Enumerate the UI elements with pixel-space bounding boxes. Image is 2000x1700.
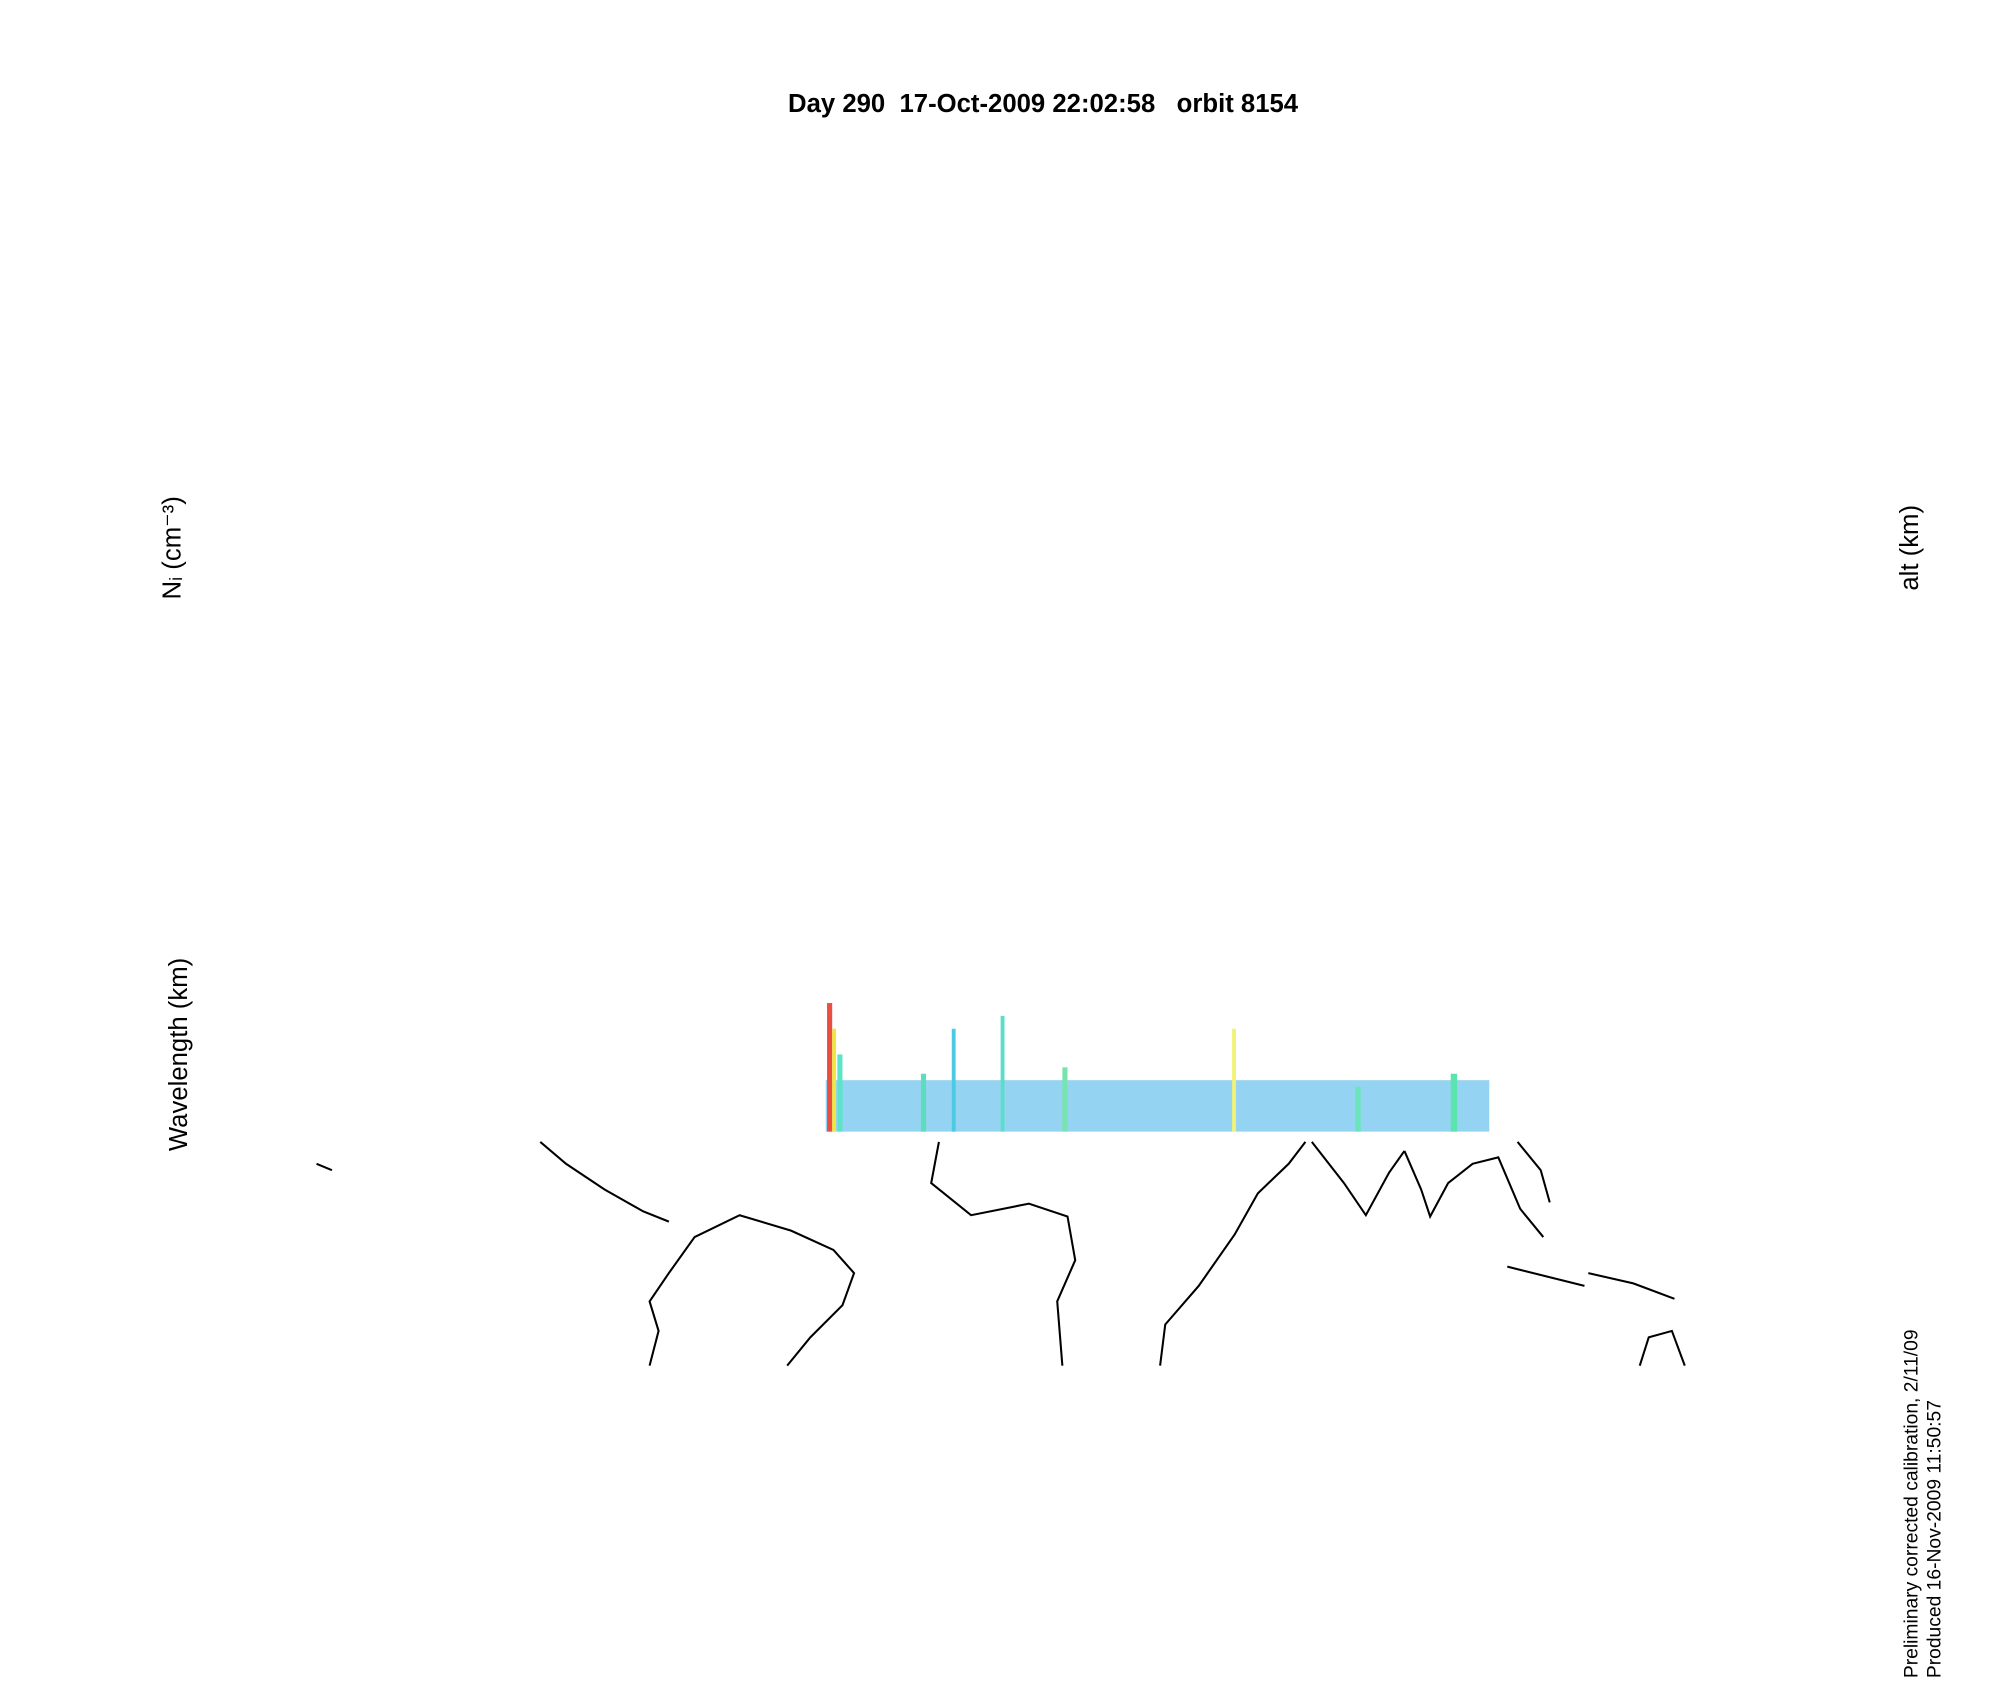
note: Preliminary corrected calibration, 2/11/… bbox=[1901, 1329, 1922, 1678]
coastline bbox=[539, 1141, 670, 1223]
texture bbox=[827, 1003, 833, 1132]
y-axis-label: Wavelength (km) bbox=[165, 958, 193, 1151]
texture bbox=[1355, 1086, 1361, 1132]
coastline bbox=[930, 1141, 1077, 1366]
texture bbox=[837, 1054, 843, 1132]
plot-area bbox=[262, 1141, 1824, 1366]
coastline bbox=[316, 1162, 333, 1172]
texture bbox=[1062, 1067, 1068, 1132]
y-axis-label: Nᵢ (cm⁻³) bbox=[159, 496, 187, 599]
coastline bbox=[1588, 1272, 1675, 1300]
plot-area bbox=[262, 136, 1824, 960]
texture bbox=[1450, 1073, 1458, 1132]
coastlines bbox=[316, 1141, 1686, 1367]
texture bbox=[832, 1028, 837, 1132]
plot-area bbox=[262, 977, 1824, 1132]
coastline bbox=[1311, 1141, 1406, 1218]
coastline bbox=[648, 1214, 856, 1367]
coastline bbox=[1403, 1150, 1545, 1238]
y2-axis-label: alt (km) bbox=[1896, 505, 1924, 591]
coastline bbox=[1638, 1329, 1686, 1367]
texture bbox=[1000, 1015, 1005, 1132]
coastline bbox=[1159, 1141, 1307, 1366]
chart-title: Day 290 17-Oct-2009 22:02:58 orbit 8154 bbox=[788, 90, 1299, 118]
panels bbox=[262, 136, 1824, 1366]
coastline bbox=[1507, 1265, 1585, 1287]
spectrogram-texture bbox=[825, 1003, 1490, 1132]
note: Produced 16-Nov-2009 11:50:57 bbox=[1925, 1400, 1946, 1678]
texture bbox=[920, 1073, 927, 1132]
texture bbox=[951, 1028, 956, 1132]
texture bbox=[825, 1080, 1490, 1132]
texture bbox=[1232, 1028, 1236, 1132]
coastline bbox=[1516, 1141, 1551, 1203]
